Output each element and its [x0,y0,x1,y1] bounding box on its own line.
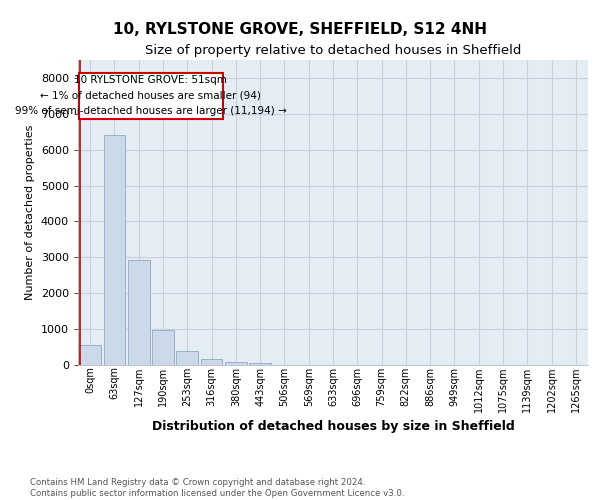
Bar [128,260,149,365]
X-axis label: Distribution of detached houses by size in Sheffield: Distribution of detached houses by size … [152,420,514,433]
Bar [200,358,223,365]
Text: 10 RYLSTONE GROVE: 51sqm
← 1% of detached houses are smaller (94)
99% of semi-de: 10 RYLSTONE GROVE: 51sqm ← 1% of detache… [15,76,287,116]
Title: Size of property relative to detached houses in Sheffield: Size of property relative to detached ho… [145,44,521,58]
Bar [225,362,247,365]
Text: Contains HM Land Registry data © Crown copyright and database right 2024.
Contai: Contains HM Land Registry data © Crown c… [30,478,404,498]
Text: 10, RYLSTONE GROVE, SHEFFIELD, S12 4NH: 10, RYLSTONE GROVE, SHEFFIELD, S12 4NH [113,22,487,38]
Bar [249,363,271,365]
Bar [176,352,198,365]
Y-axis label: Number of detached properties: Number of detached properties [25,125,35,300]
FancyBboxPatch shape [79,72,223,119]
Bar [79,346,101,365]
Bar [104,136,125,365]
Bar [152,330,174,365]
